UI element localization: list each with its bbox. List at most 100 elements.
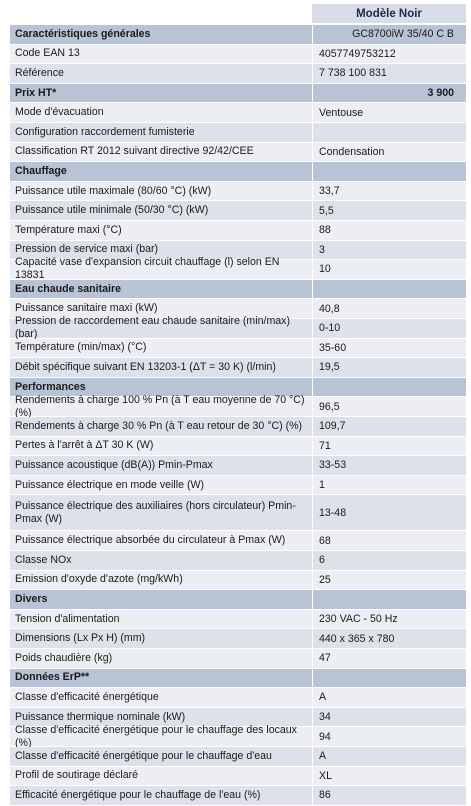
section-header-row: Caractéristiques générales GC8700iW 35/40… bbox=[10, 25, 466, 45]
table-row: Tension d'alimentation 230 VAC - 50 Hz bbox=[10, 609, 466, 630]
section-title: Prix HT* bbox=[15, 86, 57, 99]
row-label: Puissance sanitaire maxi (kW) bbox=[15, 302, 158, 315]
column-divider bbox=[312, 201, 313, 220]
column-divider bbox=[312, 417, 313, 436]
row-value: 440 x 365 x 780 bbox=[319, 632, 395, 645]
section-header-row: Divers bbox=[10, 590, 466, 610]
table-row: Efficacité énergétique pour le chauffage… bbox=[10, 786, 466, 806]
row-value: 10 bbox=[319, 263, 331, 276]
table-row: Référence 7 738 100 831 bbox=[10, 64, 466, 84]
table-row: Dimensions (Lx Px H) (mm) 440 x 365 x 780 bbox=[10, 629, 466, 649]
section-header-row: Performances bbox=[10, 377, 466, 398]
section-header-row: Prix HT* 3 900 bbox=[10, 83, 466, 104]
row-label: Efficacité énergétique pour le chauffage… bbox=[15, 788, 261, 801]
row-label: Pression de service maxi (bar) bbox=[15, 243, 159, 256]
column-divider bbox=[312, 397, 313, 416]
column-divider bbox=[312, 707, 313, 727]
row-label: Puissance acoustique (dB(A)) Pmin-Pmax bbox=[15, 458, 213, 471]
column-divider bbox=[312, 279, 313, 299]
row-label: Puissance électrique en mode veille (W) bbox=[15, 478, 205, 491]
column-divider bbox=[312, 786, 313, 805]
column-divider bbox=[312, 531, 313, 550]
column-divider bbox=[312, 240, 313, 260]
row-label: Puissance thermique nominale (kW) bbox=[15, 710, 186, 723]
column-divider bbox=[312, 747, 313, 766]
column-divider bbox=[312, 570, 313, 590]
column-divider bbox=[312, 551, 313, 570]
row-value: 88 bbox=[319, 224, 331, 237]
column-divider bbox=[312, 181, 313, 201]
row-value: 86 bbox=[319, 789, 331, 802]
column-divider bbox=[312, 103, 313, 122]
row-value: A bbox=[319, 750, 327, 763]
row-label: Classification RT 2012 suivant directive… bbox=[15, 145, 254, 158]
column-divider bbox=[312, 377, 313, 397]
row-label: Code EAN 13 bbox=[15, 47, 80, 60]
row-label: Rendements à charge 100 % Pn (à T eau mo… bbox=[15, 393, 305, 419]
table-row: Puissance électrique en mode veille (W) 1 bbox=[10, 475, 466, 496]
row-value: 230 VAC - 50 Hz bbox=[319, 613, 398, 626]
column-divider bbox=[312, 590, 313, 609]
row-value: 4057749753212 bbox=[319, 47, 396, 60]
column-divider bbox=[312, 319, 313, 338]
row-value: 109,7 bbox=[319, 420, 346, 433]
row-value: XL bbox=[319, 769, 332, 782]
table-row: Configuration raccordement fumisterie bbox=[10, 123, 466, 143]
column-divider bbox=[312, 495, 313, 531]
row-value: 94 bbox=[319, 730, 331, 743]
column-divider bbox=[312, 649, 313, 668]
row-value: 68 bbox=[319, 534, 331, 547]
row-value: 96,5 bbox=[319, 400, 340, 413]
table-row: Puissance électrique des auxiliaires (ho… bbox=[10, 495, 466, 532]
column-divider bbox=[312, 358, 313, 377]
row-value: 47 bbox=[319, 652, 331, 665]
row-label: Classe d'efficacité énergétique bbox=[15, 690, 159, 703]
row-value: A bbox=[319, 691, 327, 704]
row-value: 19,5 bbox=[319, 361, 340, 374]
row-value: 71 bbox=[319, 439, 331, 452]
row-label: Classe NOx bbox=[15, 553, 72, 566]
table-row: Classe d'efficacité énergétique pour le … bbox=[10, 747, 466, 767]
section-header-row: Données ErP** bbox=[10, 668, 466, 689]
row-label: Débit spécifique suivant EN 13203-1 (ΔT … bbox=[15, 360, 276, 373]
section-header-row: Eau chaude sanitaire bbox=[10, 279, 466, 300]
section-title: Eau chaude sanitaire bbox=[15, 282, 121, 295]
row-value: 40,8 bbox=[319, 302, 340, 315]
section-title: Données ErP** bbox=[15, 671, 90, 684]
row-label: Emission d'oxyde d'azote (mg/kWh) bbox=[15, 573, 183, 586]
table-row: Température (min/max) (°C) 35-60 bbox=[10, 338, 466, 359]
row-value: 33-53 bbox=[319, 459, 347, 472]
table-row: Puissance utile minimale (50/30 °C) (kW)… bbox=[10, 201, 466, 221]
table-row: Mode d'évacuation Ventouse bbox=[10, 103, 466, 123]
table-row: Température maxi (°C) 88 bbox=[10, 221, 466, 241]
row-label: Puissance utile minimale (50/30 °C) (kW) bbox=[15, 204, 209, 217]
row-label: Mode d'évacuation bbox=[15, 106, 104, 119]
row-label: Température (min/max) (°C) bbox=[15, 341, 147, 354]
row-value: 34 bbox=[319, 711, 331, 724]
table-row: Rendements à charge 30 % Pn (à T eau ret… bbox=[10, 417, 466, 437]
table-row: Débit spécifique suivant EN 13203-1 (ΔT … bbox=[10, 358, 466, 378]
row-value: 7 738 100 831 bbox=[319, 67, 387, 80]
row-value: Ventouse bbox=[319, 106, 364, 119]
table-row: Puissance thermique nominale (kW) 34 bbox=[10, 707, 466, 728]
section-title: Caractéristiques générales bbox=[15, 27, 151, 40]
table-row: Puissance sanitaire maxi (kW) 40,8 bbox=[10, 299, 466, 319]
table-row: Pression de service maxi (bar) 3 bbox=[10, 240, 466, 261]
section-title: Divers bbox=[15, 592, 48, 605]
column-divider bbox=[312, 64, 313, 83]
column-divider bbox=[312, 25, 313, 44]
row-label: Puissance électrique des auxiliaires (ho… bbox=[15, 499, 296, 525]
row-label: Capacité vase d'expansion circuit chauff… bbox=[15, 256, 280, 282]
model-column-header: Modèle Noir bbox=[312, 4, 466, 23]
table-row: Classe d'efficacité énergétique A bbox=[10, 688, 466, 708]
row-label: Classe d'efficacité énergétique pour le … bbox=[15, 723, 297, 749]
column-divider bbox=[312, 123, 313, 142]
column-divider bbox=[312, 456, 313, 475]
column-divider bbox=[312, 338, 313, 358]
table-row: Emission d'oxyde d'azote (mg/kWh) 25 bbox=[10, 570, 466, 591]
row-label: Température maxi (°C) bbox=[15, 223, 122, 236]
column-divider bbox=[312, 629, 313, 648]
row-label: Pertes à l'arrêt à ΔT 30 K (W) bbox=[15, 439, 154, 452]
table-row: Poids chaudière (kg) 47 bbox=[10, 649, 466, 669]
table-row: Puissance utile maximale (80/60 °C) (kW)… bbox=[10, 181, 466, 202]
